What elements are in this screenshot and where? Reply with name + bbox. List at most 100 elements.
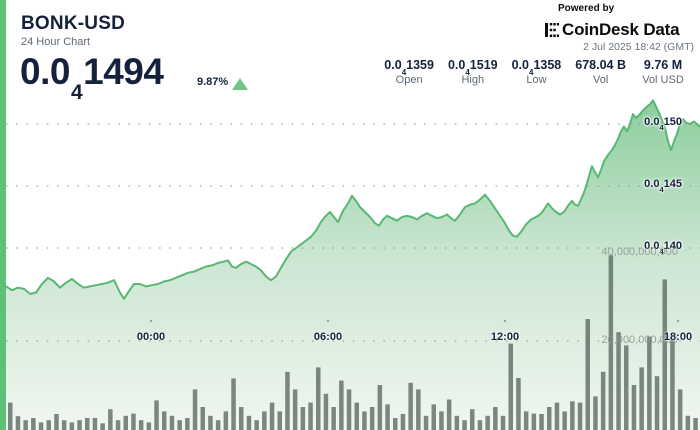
volume-bar[interactable]	[138, 420, 144, 430]
volume-bar[interactable]	[385, 404, 390, 430]
volume-bar[interactable]	[92, 418, 98, 430]
volume-bar[interactable]	[408, 382, 413, 430]
stat-low: 0.041358 Low	[512, 58, 562, 86]
volume-bar[interactable]	[323, 393, 329, 430]
volume-bar[interactable]	[670, 338, 675, 430]
volume-bar[interactable]	[616, 332, 621, 430]
volume-bar[interactable]	[23, 420, 28, 430]
volume-bar[interactable]	[624, 345, 629, 430]
volume-bar[interactable]	[531, 413, 537, 430]
volume-bar[interactable]	[570, 401, 575, 430]
volume-bar[interactable]	[246, 415, 252, 430]
volume-bar[interactable]	[115, 420, 121, 430]
volume-bar[interactable]	[462, 420, 467, 430]
stat-high: 0.041519 High	[448, 58, 498, 86]
volume-bar[interactable]	[516, 378, 521, 430]
volume-bar[interactable]	[677, 389, 683, 430]
volume-bar[interactable]	[100, 423, 105, 430]
volume-bar[interactable]	[208, 415, 213, 430]
volume-bar[interactable]	[493, 407, 498, 430]
volume-bar[interactable]	[31, 418, 36, 430]
volume-bar[interactable]	[693, 418, 698, 430]
volume-bar[interactable]	[339, 380, 344, 430]
volume-bar[interactable]	[662, 279, 668, 430]
volume-bar[interactable]	[400, 414, 406, 430]
volume-bar[interactable]	[377, 385, 383, 430]
volume-bar[interactable]	[177, 420, 182, 430]
volume-bar[interactable]	[508, 343, 514, 430]
volume-bar[interactable]	[38, 422, 44, 430]
volume-bar[interactable]	[262, 411, 267, 430]
volume-bar[interactable]	[562, 411, 567, 430]
volume-bar[interactable]	[308, 402, 313, 430]
volume-bar[interactable]	[269, 402, 275, 430]
volume-bar[interactable]	[470, 409, 475, 430]
volume-bar[interactable]	[539, 414, 544, 430]
volume-bar[interactable]	[593, 396, 598, 430]
volume-bar[interactable]	[169, 415, 175, 430]
coindesk-data-logo[interactable]: CoinDesk Data	[545, 20, 680, 40]
volume-bar[interactable]	[162, 411, 167, 430]
volume-bar[interactable]	[154, 400, 159, 430]
volume-bar[interactable]	[654, 376, 660, 430]
volume-bar[interactable]	[54, 414, 59, 430]
volume-bar[interactable]	[393, 418, 398, 430]
volume-bar[interactable]	[231, 378, 236, 430]
volume-bar[interactable]	[554, 402, 560, 430]
volume-bar[interactable]	[446, 399, 452, 430]
volume-bar[interactable]	[577, 402, 583, 430]
volume-bar[interactable]	[485, 415, 490, 430]
volume-bar[interactable]	[354, 402, 360, 430]
volume-bar[interactable]	[600, 371, 606, 430]
volume-bar[interactable]	[292, 389, 298, 430]
stat-label: Low	[526, 74, 547, 86]
volume-bar[interactable]	[46, 420, 52, 430]
volume-bar[interactable]	[223, 411, 229, 430]
volume-bar[interactable]	[454, 415, 460, 430]
volume-bar[interactable]	[254, 420, 259, 430]
volume-bar[interactable]	[192, 389, 198, 430]
volume-bar[interactable]	[431, 404, 437, 430]
stat-vol: 678.04 B Vol	[575, 58, 626, 86]
volume-bar[interactable]	[131, 413, 136, 430]
volume-bar[interactable]	[331, 407, 336, 430]
volume-bar[interactable]	[369, 407, 375, 430]
volume-bar[interactable]	[146, 422, 152, 430]
volume-bar[interactable]	[416, 389, 421, 430]
volume-bar[interactable]	[239, 407, 244, 430]
volume-bar[interactable]	[277, 411, 283, 430]
left-accent-bar	[0, 0, 6, 430]
volume-bar[interactable]	[608, 255, 614, 430]
volume-bar[interactable]	[69, 422, 75, 430]
volume-bar[interactable]	[423, 415, 429, 430]
volume-bar[interactable]	[362, 411, 367, 430]
volume-bar[interactable]	[85, 418, 90, 430]
volume-bar[interactable]	[547, 407, 552, 430]
volume-bar[interactable]	[123, 415, 129, 430]
volume-bar[interactable]	[647, 336, 652, 430]
volume-bar[interactable]	[185, 418, 190, 430]
price-subscript: 4	[70, 81, 83, 105]
volume-bar[interactable]	[500, 415, 506, 430]
volume-bar[interactable]	[61, 420, 67, 430]
volume-bar[interactable]	[200, 407, 206, 430]
volume-bar[interactable]	[439, 411, 444, 430]
volume-bar[interactable]	[15, 416, 21, 430]
volume-bar[interactable]	[639, 367, 644, 430]
volume-bar[interactable]	[631, 385, 637, 430]
volume-bar[interactable]	[108, 409, 113, 430]
volume-bar[interactable]	[77, 420, 82, 430]
volume-bar[interactable]	[685, 415, 691, 430]
volume-bar[interactable]	[585, 319, 591, 430]
price-change-percent: 9.87%	[197, 76, 229, 88]
volume-bar[interactable]	[316, 367, 321, 430]
volume-bar[interactable]	[477, 420, 483, 430]
volume-bar[interactable]	[300, 407, 306, 430]
current-price: 0.041494	[20, 51, 164, 103]
volume-bar[interactable]	[215, 420, 221, 430]
volume-bar[interactable]	[285, 371, 290, 430]
volume-bar[interactable]	[346, 389, 352, 430]
volume-bar[interactable]	[8, 402, 13, 430]
volume-bar[interactable]	[523, 411, 529, 430]
